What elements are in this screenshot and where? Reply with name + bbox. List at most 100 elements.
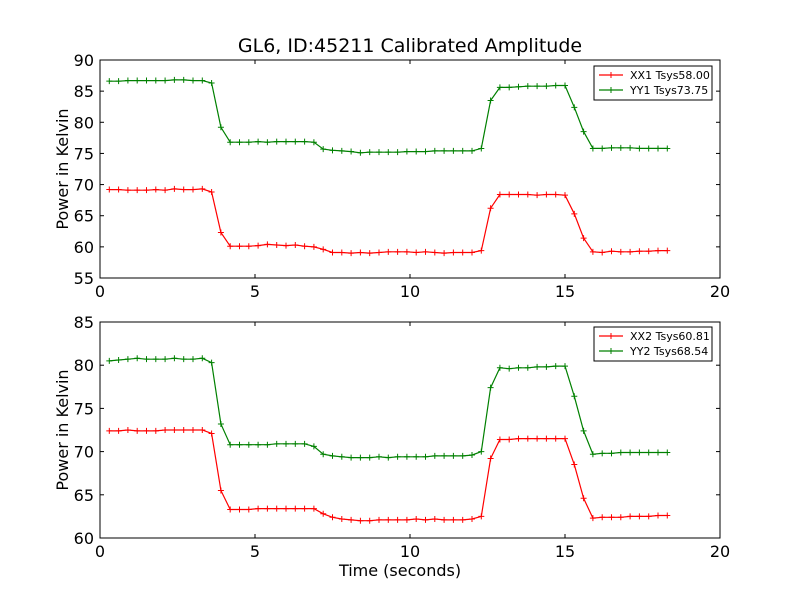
- panel-2-series-1-point: [217, 487, 224, 494]
- panel-1-series-2-point: [534, 83, 541, 90]
- panel-2-series-2-point: [599, 450, 606, 457]
- panel-1-series-1-point: [180, 186, 187, 193]
- panel-1-legend-marker: [608, 87, 614, 93]
- panel-1: 0 5 10 15 20 55 60 65 70 75 80 85 90 Power in Kelvin X…: [53, 51, 730, 301]
- panel-2-series-2-point: [496, 364, 503, 371]
- panel-2-series-2-point: [199, 355, 206, 362]
- panel-2-series-2-point: [515, 364, 522, 371]
- panel-2-series-1-point: [208, 430, 215, 437]
- panel-1-series-2-point: [199, 77, 206, 84]
- panel-1-series-1-point: [152, 186, 159, 193]
- panel-2-series-2-point: [273, 440, 280, 447]
- panel-1-series-1-point: [459, 249, 466, 256]
- panel-1-series-2-point: [441, 147, 448, 154]
- panel-2-series-2-point: [459, 452, 466, 459]
- panel-2-series-2-point: [394, 453, 401, 460]
- panel-1-series-1-point: [543, 191, 550, 198]
- panel-2-series-2-point: [283, 440, 289, 447]
- panel-1-series-2-point: [292, 138, 299, 145]
- panel-2-xtick-label: 5: [250, 542, 260, 561]
- panel-2-series-1-point: [301, 505, 308, 512]
- panel-2-series-2-point: [552, 363, 559, 370]
- panel-2-series-2-point: [152, 356, 159, 363]
- panel-1-series-1-point: [645, 248, 652, 255]
- panel-2-series-2-point: [115, 357, 122, 364]
- panel-2-series-1-point: [255, 505, 262, 512]
- panel-2-series-2-point: [487, 384, 494, 391]
- panel-2-series-1-point: [199, 427, 206, 433]
- panel-2-series-2-point: [208, 359, 215, 366]
- panel-2-series-1-point: [487, 455, 494, 462]
- panel-2-series-1-point: [664, 512, 671, 519]
- panel-2-series-2-point: [171, 355, 178, 362]
- panel-1-series-1-point: [394, 248, 401, 255]
- panel-2-ytick-label: 85: [74, 313, 94, 332]
- panel-2-series-2-point: [301, 440, 308, 447]
- panel-1-series-1-point: [273, 241, 280, 248]
- panel-1-series-2-point: [273, 138, 280, 145]
- panel-2-series-1-point: [152, 427, 159, 434]
- panel-1-series-2-point: [450, 147, 457, 154]
- panel-1-series-1-point: [636, 248, 643, 255]
- panel-2-series-1-point: [506, 436, 513, 443]
- panel-1-series-2-point: [376, 149, 382, 156]
- panel-1-series-1-point: [487, 205, 494, 212]
- panel-2-series-1-point: [524, 435, 531, 442]
- panel-2-series-1-point: [459, 516, 466, 523]
- panel-2-series-2-point: [180, 356, 187, 363]
- panel-2-series-1-point: [441, 516, 448, 523]
- panel-2-series-1-point: [236, 506, 243, 513]
- panel-1-series-2-point: [506, 84, 513, 91]
- panel-1-series-1-point: [403, 248, 410, 255]
- panel-2-series-1-point: [180, 427, 187, 433]
- panel-1-series-2-point: [515, 83, 522, 90]
- panel-2-series-2-point: [655, 449, 661, 456]
- panel-1-series-1-point: [534, 192, 541, 199]
- panel-2-series-1-point: [357, 517, 364, 524]
- panel-1-series-1-point: [301, 243, 308, 250]
- panel-2-series-1-point: [450, 516, 457, 523]
- panel-1-legend-entry: XX1 Tsys58.00: [630, 69, 710, 82]
- panel-1-series-1-point: [664, 247, 671, 254]
- panel-2-series-1-point: [580, 495, 587, 502]
- panel-2-series-1-point: [338, 515, 345, 522]
- panel-1-series-1-point: [338, 249, 345, 256]
- panel-1-series-1-point: [515, 191, 522, 198]
- panel-1-series-2-point: [413, 148, 420, 155]
- panel-1-xtick-label: 10: [400, 282, 420, 301]
- panel-2-series-2-point: [403, 453, 410, 460]
- panel-2-series-2-point: [264, 441, 271, 448]
- panel-1-series-2-point: [283, 138, 289, 145]
- panel-2-series-1-point: [273, 505, 280, 512]
- panel-2-series-1-point: [190, 427, 196, 433]
- panel-1-ytick-label: 65: [74, 207, 94, 226]
- panel-1-xtick-label: 5: [250, 282, 260, 301]
- panel-1-series-2-point: [227, 139, 234, 146]
- panel-1-series-1-point: [162, 187, 169, 194]
- panel-2-series-2-point: [571, 393, 578, 400]
- panel-1-xtick-label: 15: [555, 282, 575, 301]
- panel-2-series-2-point: [506, 365, 513, 372]
- panel-1-series-1-point: [413, 249, 420, 256]
- panel-1-series-1-point: [385, 248, 392, 255]
- panel-2-series-1-point: [617, 514, 624, 521]
- panel-1-series-1-point: [627, 248, 634, 255]
- panel-2-series-1-point: [636, 513, 643, 520]
- panel-1-series-2-point: [329, 147, 336, 154]
- panel-1-series-2-point: [338, 147, 345, 154]
- panel-1-series-1-point: [264, 241, 271, 248]
- panel-1-series-1-point: [255, 242, 262, 249]
- panel-1-series-2-point: [357, 149, 364, 156]
- panel-2-series-1-point: [496, 436, 503, 443]
- panel-1-series-1-point: [310, 243, 317, 250]
- panel-1-legend-box: [593, 65, 713, 101]
- panel-1-series-2-point: [571, 104, 578, 111]
- panel-1-series-2-point: [487, 97, 494, 104]
- panel-1-series-1-point: [329, 249, 336, 256]
- panel-1-series-2-point: [190, 77, 196, 84]
- panel-1-series-1-point: [450, 249, 457, 256]
- panel-1-series-2-point: [143, 77, 150, 84]
- panel-2-series-2-point: [357, 454, 364, 461]
- panel-1-series-2-point: [245, 139, 252, 146]
- panel-2-series-2-point: [469, 452, 475, 459]
